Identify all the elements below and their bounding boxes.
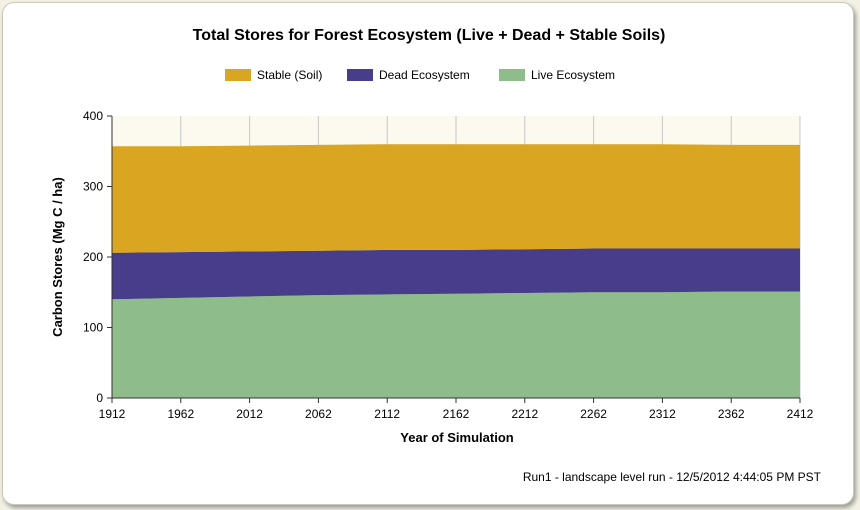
x-axis-ticks: 1912 1962 2012 2062 2112 2162 2212 2262 2312 2362… [99,398,814,421]
x-tick-label: 1912 [99,407,126,421]
legend-label: Stable (Soil) [257,68,322,82]
y-tick-label: 100 [83,321,103,335]
legend: Stable (Soil) Dead Ecosystem Live Ecosyste… [225,68,615,82]
chart-panel: Total Stores for Forest Ecosystem (Live … [2,2,854,505]
x-tick-label: 2362 [718,407,745,421]
legend-label: Live Ecosystem [531,68,615,82]
area-dead-ecosystem [112,248,800,300]
chart: Total Stores for Forest Ecosystem (Live … [50,27,822,484]
x-tick-label: 2212 [511,407,538,421]
y-tick-label: 400 [83,109,103,123]
area-live-ecosystem [112,291,800,398]
x-tick-label: 2262 [580,407,607,421]
y-tick-label: 200 [83,250,103,264]
area-stable-soil [112,144,800,253]
y-tick-label: 300 [83,180,103,194]
x-tick-label: 2062 [305,407,332,421]
x-tick-label: 2162 [443,407,470,421]
x-tick-label: 1962 [167,407,194,421]
y-tick-label: 0 [96,391,103,405]
run-info-footer: Run1 - landscape level run - 12/5/2012 4… [523,470,822,484]
x-tick-label: 2412 [787,407,814,421]
y-axis-title: Carbon Stores (Mg C / ha) [50,177,65,337]
area-series [112,144,800,398]
x-axis-title: Year of Simulation [400,430,513,445]
chart-title: Total Stores for Forest Ecosystem (Live … [193,27,666,44]
legend-label: Dead Ecosystem [379,68,470,82]
y-axis-ticks: 0 100 200 300 400 [83,109,112,405]
x-tick-label: 2112 [374,407,400,421]
legend-swatch [499,69,525,81]
legend-swatch [225,69,251,81]
x-tick-label: 2312 [649,407,676,421]
legend-swatch [347,69,373,81]
x-tick-label: 2012 [236,407,263,421]
